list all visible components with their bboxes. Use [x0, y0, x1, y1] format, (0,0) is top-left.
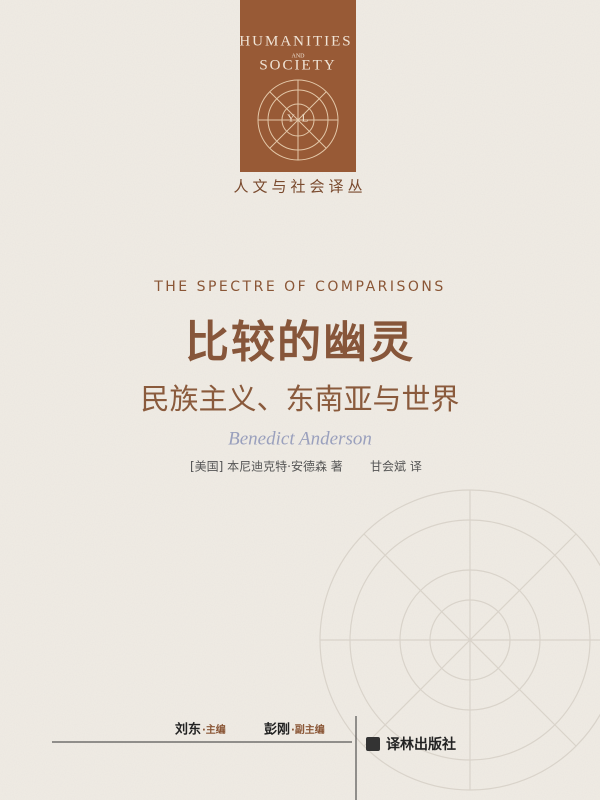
author-en: Benedict Anderson	[228, 428, 372, 449]
publisher: 译林出版社	[386, 736, 456, 753]
translator-credit: 甘会斌 译	[370, 460, 422, 474]
editor-name: 刘东	[175, 722, 201, 738]
title-en: THE SPECTRE OF COMPARISONS	[153, 279, 446, 295]
publisher-logo	[366, 737, 380, 751]
emblem-letter: L	[302, 113, 309, 125]
emblem-letter: Y	[287, 113, 295, 125]
title-zh: 比较的幽灵	[185, 317, 415, 368]
series-title: HUMANITIES	[239, 33, 352, 49]
series-and: AND	[292, 53, 306, 59]
author-credit: [美国] 本尼迪克特·安德森 著	[190, 459, 343, 474]
series-zh: 人文与社会译丛	[233, 178, 366, 196]
editor-name: 彭刚	[264, 722, 290, 738]
series-title: SOCIETY	[259, 57, 336, 73]
emblem	[257, 79, 339, 161]
subtitle: 民族主义、东南亚与世界	[140, 382, 459, 416]
editor-role: ·主编	[202, 723, 226, 736]
watermark-emblem	[319, 489, 600, 791]
editor-role: ·副主编	[291, 723, 325, 736]
